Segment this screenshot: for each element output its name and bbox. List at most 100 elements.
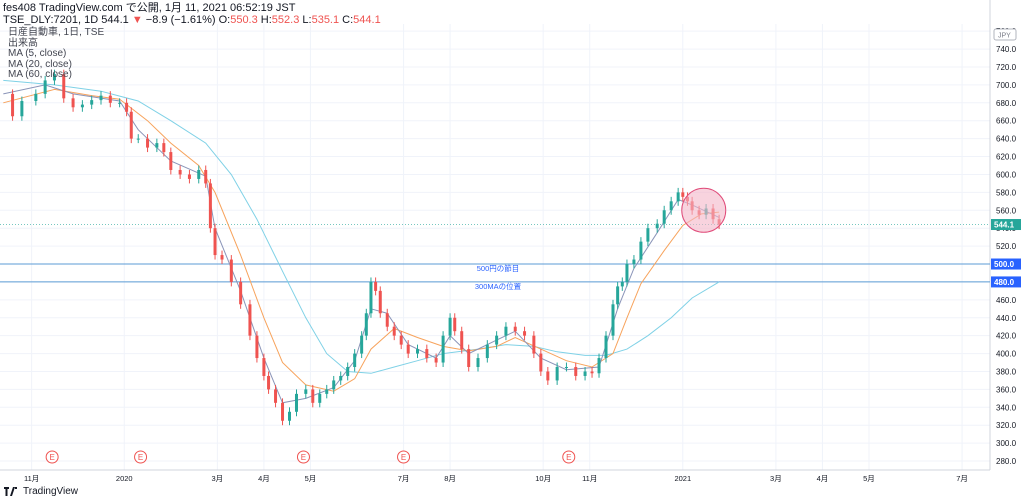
x-tick-label: 5月 — [305, 474, 317, 483]
x-tick-label: 7月 — [398, 474, 410, 483]
y-tick-label: 420.0 — [996, 332, 1017, 341]
candle-body — [604, 335, 608, 359]
candle-body — [239, 281, 243, 305]
earnings-marker-label: E — [301, 453, 306, 462]
earnings-marker-label: E — [401, 453, 406, 462]
chart-header: fes408 TradingView.com で公開, 1月 11, 2021 … — [3, 2, 381, 26]
candle-body — [281, 402, 285, 421]
symbol-label: TSE_DLY:7201, 1D 544.1 — [3, 14, 129, 26]
candle-body — [80, 104, 84, 108]
candle-body — [495, 335, 499, 345]
legend-ma20[interactable]: MA (20, close) — [8, 58, 72, 70]
horizontal-line-label: 500円の節目 — [477, 263, 520, 273]
earnings-marker — [45, 450, 59, 464]
candle-body — [294, 393, 298, 412]
candle-body — [62, 74, 66, 99]
candle-body — [504, 326, 508, 336]
candle-body — [311, 389, 315, 403]
y-tick-label: 580.0 — [996, 188, 1017, 197]
y-tick-label: 680.0 — [996, 99, 1017, 108]
y-tick-label: 460.0 — [996, 296, 1017, 305]
candle-body — [625, 264, 629, 282]
x-tick-label: 11月 — [24, 474, 39, 483]
candle-body — [583, 371, 587, 376]
candle-body — [532, 335, 536, 354]
candle-body — [169, 152, 173, 170]
candle-body — [213, 228, 217, 256]
candle-body — [574, 367, 578, 376]
legend-title[interactable]: 日産自動車, 1日, TSE — [8, 27, 105, 38]
candle-body — [425, 349, 429, 359]
candle-body — [453, 317, 457, 332]
candle-body — [90, 100, 94, 105]
currency-label: JPY — [998, 33, 1011, 40]
tradingview-logo-icon — [4, 487, 17, 496]
candle-body — [669, 201, 673, 211]
candle-body — [20, 101, 24, 117]
candle-body — [555, 367, 559, 381]
candle-body — [597, 358, 601, 374]
price-tag-label: 500.0 — [994, 260, 1015, 269]
y-tick-label: 600.0 — [996, 170, 1017, 179]
ohlc-line: TSE_DLY:7201, 1D 544.1 ▼ −8.9 (−1.61%) O… — [3, 14, 381, 26]
legend-ma5[interactable]: MA (5, close) — [8, 48, 67, 59]
candle-body — [197, 169, 201, 179]
change-value: −8.9 (−1.61%) — [145, 14, 216, 26]
high-value: 552.3 — [271, 14, 300, 26]
candle-body — [162, 143, 166, 153]
candle-body — [248, 304, 252, 336]
candle-body — [399, 335, 403, 345]
candle-body — [392, 326, 396, 336]
candle-body — [632, 259, 636, 265]
candle-body — [43, 80, 47, 94]
x-tick-label: 4月 — [258, 474, 270, 483]
earnings-marker — [296, 450, 310, 464]
candle-body — [378, 290, 382, 314]
y-tick-label: 360.0 — [996, 385, 1017, 394]
candle-body — [262, 358, 266, 376]
candle-body — [639, 241, 643, 260]
legend-ma60[interactable]: MA (60, close) — [8, 69, 72, 80]
horizontal-line-label: 300MAの位置 — [475, 281, 522, 291]
x-tick-label: 2020 — [116, 474, 133, 483]
candle-body — [118, 102, 122, 104]
x-tick-label: 2021 — [674, 474, 691, 483]
earnings-marker — [134, 450, 148, 464]
candle-body — [460, 331, 464, 350]
y-tick-label: 340.0 — [996, 403, 1017, 412]
y-tick-label: 280.0 — [996, 457, 1017, 466]
candle-body — [11, 93, 15, 117]
y-tick-label: 740.0 — [996, 45, 1017, 54]
footer-branding[interactable]: TradingView — [4, 486, 78, 497]
candle-body — [136, 138, 140, 140]
x-tick-label: 5月 — [863, 474, 875, 483]
close-value: 544.1 — [353, 14, 381, 26]
candle-body — [346, 367, 350, 376]
candle-body — [646, 228, 650, 242]
y-tick-label: 380.0 — [996, 367, 1017, 376]
candle-body — [467, 349, 471, 368]
earnings-marker-label: E — [566, 453, 571, 462]
candle-body — [318, 393, 322, 403]
candle-body — [255, 335, 259, 359]
y-tick-label: 720.0 — [996, 63, 1017, 72]
candle-body — [332, 380, 336, 390]
candle-body — [52, 74, 56, 81]
brand-label: TradingView — [23, 486, 79, 497]
x-tick-label: 3月 — [212, 474, 224, 483]
y-tick-label: 640.0 — [996, 135, 1017, 144]
candle-body — [655, 223, 659, 229]
low-label: L: — [302, 14, 312, 26]
candle-body — [220, 255, 224, 260]
y-tick-label: 620.0 — [996, 153, 1017, 162]
legend-volume[interactable]: 出来高 — [8, 37, 38, 49]
y-tick-label: 700.0 — [996, 81, 1017, 90]
candle-body — [129, 111, 133, 139]
candle-body — [374, 281, 378, 291]
x-tick-label: 4月 — [817, 474, 829, 483]
currency-badge — [993, 28, 1017, 41]
candle-body — [304, 389, 308, 394]
candle-body — [208, 183, 212, 229]
x-tick-label: 10月 — [535, 474, 551, 483]
